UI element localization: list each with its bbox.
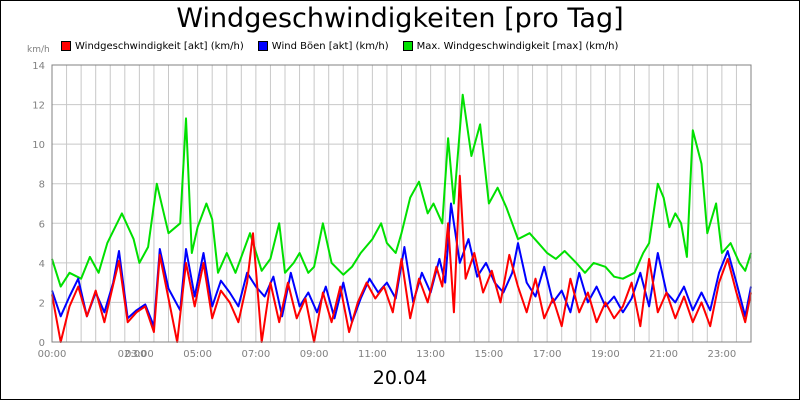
legend-swatch-gusts	[257, 41, 268, 51]
x-tick-label: 17:00	[533, 349, 562, 360]
legend-item-max: Max. Windgeschwindigkeit [max] (km/h)	[402, 39, 619, 53]
y-axis-unit-label: km/h	[27, 45, 50, 55]
x-tick-label: 07:00	[241, 349, 270, 360]
legend-item-speed: Windgeschwindigkeit [akt] (km/h)	[61, 39, 244, 53]
y-tick-label: 4	[39, 259, 45, 270]
x-tick-label: 02:00	[118, 349, 147, 360]
y-tick-label: 2	[39, 298, 45, 309]
chart-title: Windgeschwindigkeiten [pro Tag]	[176, 3, 624, 34]
legend-swatch-speed	[61, 41, 71, 51]
x-tick-label: 11:00	[358, 349, 387, 360]
y-tick-label: 0	[39, 338, 45, 349]
y-tick-label: 6	[39, 219, 45, 230]
legend-swatch-max	[402, 41, 413, 51]
x-tick-label: 09:00	[300, 349, 329, 360]
series-line-0	[51, 93, 752, 288]
legend-label-max: Max. Windgeschwindigkeit [max] (km/h)	[416, 40, 619, 52]
x-tick-label: 15:00	[474, 349, 503, 360]
x-tick-label: 19:00	[591, 349, 620, 360]
legend-label-gusts: Wind Böen [akt] (km/h)	[271, 40, 389, 52]
x-tick-label: 03:00	[125, 349, 154, 360]
series-line-1	[51, 202, 752, 328]
y-tick-label: 10	[32, 140, 45, 151]
legend-label-speed: Windgeschwindigkeit [akt] (km/h)	[75, 40, 244, 52]
y-tick-label: 12	[32, 101, 45, 112]
legend-item-gusts: Wind Böen [akt] (km/h)	[257, 39, 389, 53]
x-tick-label: 00:00	[38, 349, 67, 360]
x-tick-label: 13:00	[416, 349, 445, 360]
x-tick-label: 21:00	[649, 349, 678, 360]
x-tick-label: 05:00	[183, 349, 212, 360]
y-tick-label: 8	[39, 180, 45, 191]
y-tick-label: 14	[32, 61, 45, 72]
series-line-2	[51, 174, 752, 343]
chart-legend: Windgeschwindigkeit [akt] (km/h) Wind Bö…	[61, 39, 618, 53]
plot-border	[51, 64, 752, 343]
x-tick-label: 23:00	[707, 349, 736, 360]
series-layer	[51, 93, 752, 343]
x-axis-label: 20.04	[372, 367, 428, 389]
